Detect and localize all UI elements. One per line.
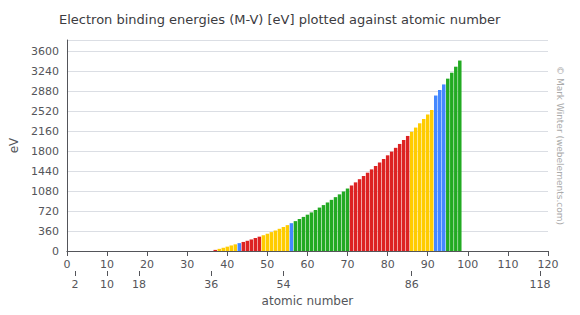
svg-text:Electron binding energies (M-V: Electron binding energies (M-V) [eV] plo…	[59, 12, 501, 27]
svg-text:atomic number: atomic number	[262, 294, 354, 308]
svg-text:2880: 2880	[31, 85, 59, 98]
svg-text:118: 118	[529, 278, 550, 291]
svg-text:1800: 1800	[31, 145, 59, 158]
svg-text:0: 0	[63, 258, 70, 271]
svg-text:50: 50	[260, 258, 274, 271]
svg-text:110: 110	[497, 258, 518, 271]
svg-text:3240: 3240	[31, 65, 59, 78]
svg-text:86: 86	[405, 278, 419, 291]
svg-text:80: 80	[381, 258, 395, 271]
svg-text:60: 60	[300, 258, 314, 271]
svg-text:3600: 3600	[31, 45, 59, 58]
svg-text:90: 90	[421, 258, 435, 271]
svg-text:30: 30	[180, 258, 194, 271]
svg-text:360: 360	[38, 225, 59, 238]
svg-text:36: 36	[204, 278, 218, 291]
svg-text:2160: 2160	[31, 125, 59, 138]
svg-text:2: 2	[71, 278, 78, 291]
svg-text:18: 18	[132, 278, 146, 291]
svg-text:10: 10	[100, 278, 114, 291]
svg-text:© Mark Winter (webelements.com: © Mark Winter (webelements.com)	[555, 66, 565, 225]
svg-text:eV: eV	[7, 137, 21, 153]
svg-text:10: 10	[100, 258, 114, 271]
svg-text:70: 70	[341, 258, 355, 271]
svg-text:720: 720	[38, 205, 59, 218]
svg-text:0: 0	[52, 245, 59, 258]
svg-text:54: 54	[276, 278, 290, 291]
svg-text:120: 120	[538, 258, 559, 271]
svg-text:20: 20	[140, 258, 154, 271]
svg-text:40: 40	[220, 258, 234, 271]
svg-text:1440: 1440	[31, 165, 59, 178]
svg-text:1080: 1080	[31, 185, 59, 198]
svg-text:100: 100	[457, 258, 478, 271]
svg-text:2520: 2520	[31, 105, 59, 118]
